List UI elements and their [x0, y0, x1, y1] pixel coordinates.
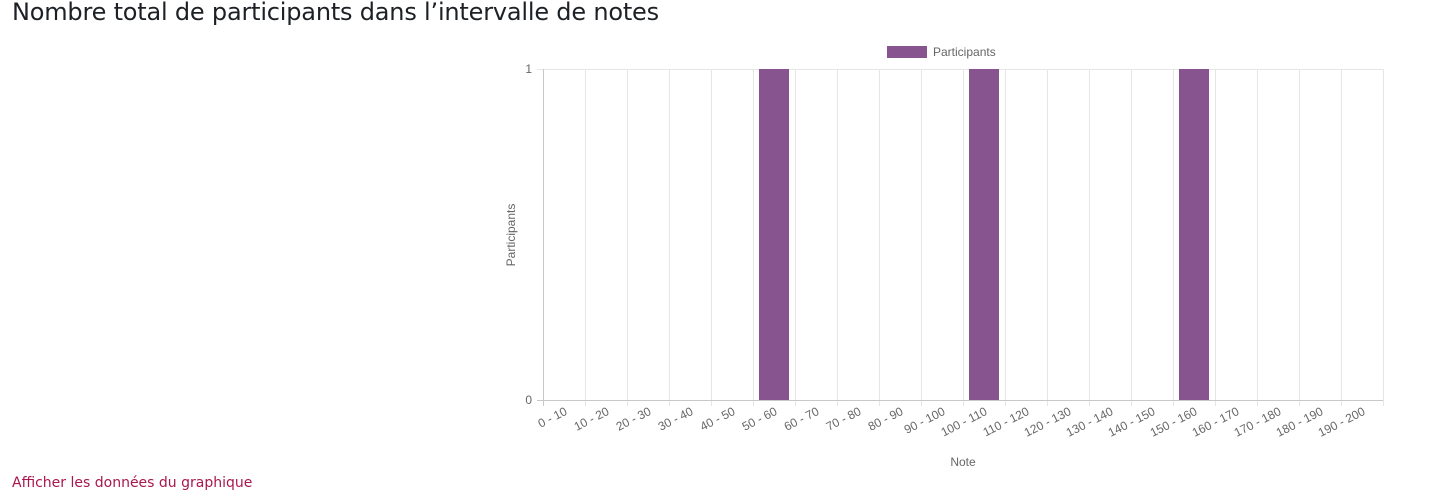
bar-100-110[interactable] [969, 69, 999, 400]
chart-bars [759, 69, 1209, 400]
x-tick-label: 60 - 70 [782, 404, 822, 434]
x-tick-label: 100 - 110 [939, 404, 990, 439]
x-tick-label: 110 - 120 [981, 404, 1032, 439]
x-tick-label: 40 - 50 [698, 404, 738, 434]
show-chart-data-link[interactable]: Afficher les données du graphique [12, 475, 253, 491]
x-tick-label: 70 - 80 [824, 404, 864, 434]
x-tick-label: 170 - 180 [1232, 404, 1284, 440]
legend-label: Participants [933, 45, 996, 59]
bar-150-160[interactable] [1179, 69, 1209, 400]
bar-50-60[interactable] [759, 69, 789, 400]
page-title: Nombre total de participants dans l’inte… [12, 0, 659, 26]
chart-legend[interactable]: Participants [887, 45, 996, 59]
x-tick-label: 10 - 20 [572, 404, 612, 434]
x-tick-label: 30 - 40 [656, 404, 696, 434]
x-axis-label: Note [950, 455, 976, 469]
y-tick-label: 0 [525, 393, 532, 407]
y-tick-label: 1 [525, 62, 532, 76]
x-tick-label: 160 - 170 [1190, 404, 1242, 440]
x-tick-label: 180 - 190 [1274, 404, 1326, 440]
y-axis-ticks: 01 [525, 62, 532, 407]
chart-grid [537, 69, 1384, 406]
legend-swatch [887, 46, 927, 58]
y-axis-label: Participants [504, 204, 518, 267]
x-tick-label: 150 - 160 [1148, 404, 1200, 440]
x-tick-label: 130 - 140 [1064, 404, 1116, 440]
x-tick-label: 0 - 10 [536, 404, 570, 431]
x-tick-label: 190 - 200 [1316, 404, 1368, 440]
x-tick-label: 120 - 130 [1022, 404, 1074, 440]
x-tick-label: 50 - 60 [740, 404, 780, 434]
x-axis-ticks: 0 - 10 10 - 20 20 - 30 30 - 40 40 - 50 50 - 6… [536, 404, 1368, 440]
x-tick-label: 80 - 90 [866, 404, 906, 434]
x-tick-label: 20 - 30 [614, 404, 654, 434]
x-tick-label: 140 - 150 [1106, 404, 1158, 440]
